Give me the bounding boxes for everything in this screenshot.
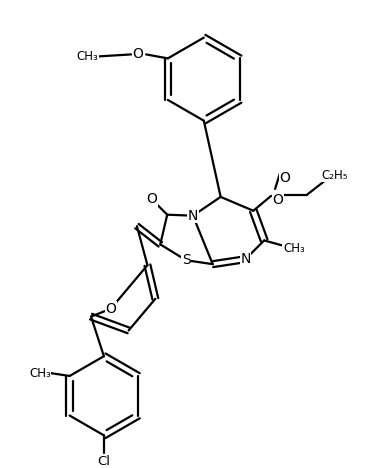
Text: O: O	[273, 193, 284, 207]
Text: O: O	[105, 302, 116, 316]
Text: O: O	[133, 47, 144, 61]
Text: N: N	[188, 209, 198, 223]
Text: S: S	[182, 253, 190, 267]
Text: O: O	[146, 192, 157, 206]
Text: Cl: Cl	[97, 454, 111, 468]
Text: O: O	[279, 171, 290, 185]
Text: C₂H₅: C₂H₅	[321, 168, 348, 182]
Text: CH₃: CH₃	[77, 50, 99, 63]
Text: CH₃: CH₃	[29, 366, 51, 380]
Text: CH₃: CH₃	[283, 242, 305, 255]
Text: N: N	[240, 252, 250, 266]
